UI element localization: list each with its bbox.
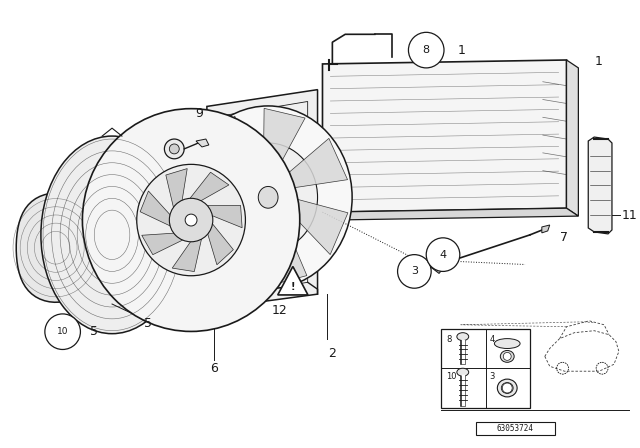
Text: 1: 1 xyxy=(594,56,602,69)
Text: !: ! xyxy=(291,282,295,292)
Ellipse shape xyxy=(259,186,278,208)
Text: 4: 4 xyxy=(440,250,447,260)
Text: 3: 3 xyxy=(490,372,495,381)
Text: 5: 5 xyxy=(143,317,152,330)
Bar xyxy=(476,422,555,435)
Text: 1: 1 xyxy=(458,43,466,56)
Text: 63053724: 63053724 xyxy=(497,424,534,433)
Ellipse shape xyxy=(501,383,513,393)
Ellipse shape xyxy=(494,339,520,349)
Polygon shape xyxy=(278,267,308,295)
Ellipse shape xyxy=(170,198,213,242)
Ellipse shape xyxy=(137,164,245,276)
Ellipse shape xyxy=(500,350,514,362)
Text: 3: 3 xyxy=(411,267,418,276)
Polygon shape xyxy=(426,258,446,273)
Polygon shape xyxy=(207,206,242,228)
Polygon shape xyxy=(202,116,256,187)
Circle shape xyxy=(502,383,512,393)
Ellipse shape xyxy=(457,333,468,340)
Circle shape xyxy=(408,32,444,68)
Polygon shape xyxy=(189,175,248,221)
Text: 8: 8 xyxy=(422,45,430,55)
Polygon shape xyxy=(166,168,188,207)
Polygon shape xyxy=(323,208,579,220)
Polygon shape xyxy=(282,138,348,189)
Polygon shape xyxy=(196,139,209,147)
Text: 5: 5 xyxy=(90,325,99,338)
Text: 4: 4 xyxy=(490,335,495,344)
Text: 12: 12 xyxy=(272,305,288,318)
Text: 2: 2 xyxy=(328,347,336,360)
Text: 9: 9 xyxy=(195,107,203,120)
Polygon shape xyxy=(542,225,550,233)
Polygon shape xyxy=(141,233,182,254)
Polygon shape xyxy=(172,239,202,271)
Ellipse shape xyxy=(457,368,468,376)
Polygon shape xyxy=(98,253,111,269)
Text: 10: 10 xyxy=(446,372,456,381)
Ellipse shape xyxy=(184,106,352,289)
Polygon shape xyxy=(207,90,317,309)
Ellipse shape xyxy=(83,109,300,332)
Polygon shape xyxy=(140,191,170,226)
Circle shape xyxy=(185,214,197,226)
Ellipse shape xyxy=(219,143,317,252)
Polygon shape xyxy=(588,137,612,234)
Circle shape xyxy=(45,314,81,349)
Circle shape xyxy=(426,238,460,271)
Polygon shape xyxy=(190,172,229,201)
Text: 11: 11 xyxy=(622,209,637,222)
Polygon shape xyxy=(204,215,263,280)
Ellipse shape xyxy=(497,379,517,397)
Polygon shape xyxy=(566,60,579,216)
Polygon shape xyxy=(208,224,234,265)
Text: 8: 8 xyxy=(446,335,451,344)
Ellipse shape xyxy=(41,136,183,334)
Polygon shape xyxy=(263,108,305,174)
Circle shape xyxy=(503,353,511,360)
Polygon shape xyxy=(16,193,95,302)
Polygon shape xyxy=(287,197,348,254)
Polygon shape xyxy=(323,60,566,212)
Bar xyxy=(441,329,530,408)
Ellipse shape xyxy=(248,176,288,219)
Circle shape xyxy=(170,144,179,154)
Polygon shape xyxy=(266,216,307,286)
Text: 7: 7 xyxy=(559,231,568,244)
Circle shape xyxy=(397,254,431,288)
Text: 6: 6 xyxy=(210,362,218,375)
Circle shape xyxy=(164,139,184,159)
Text: 10: 10 xyxy=(57,327,68,336)
